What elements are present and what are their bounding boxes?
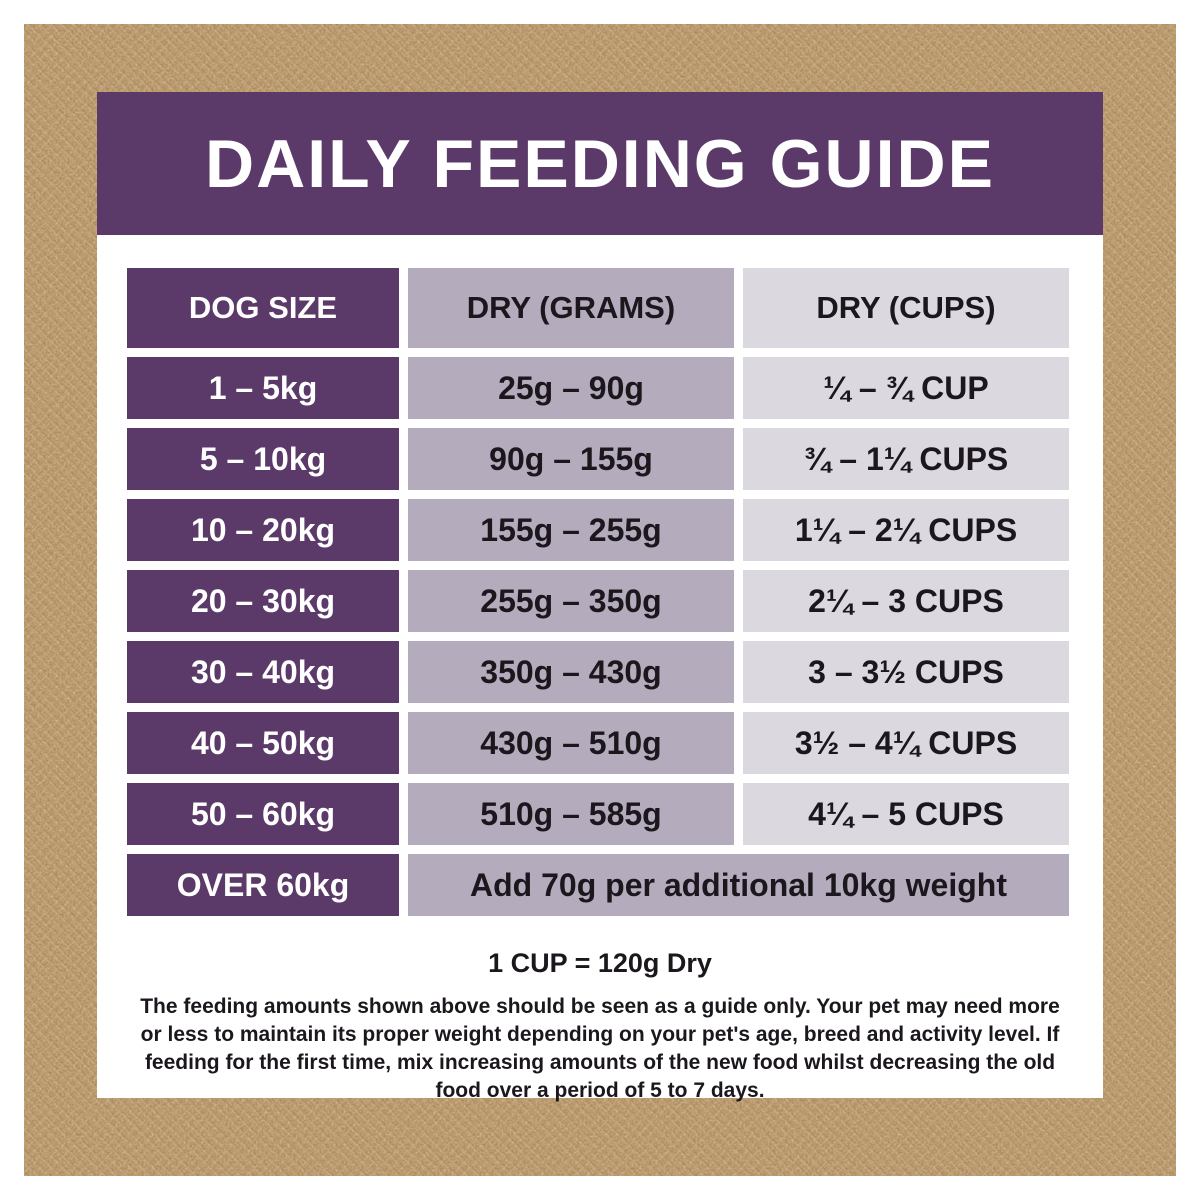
col-header-dry-cups: DRY (CUPS): [743, 268, 1069, 348]
size-cell: 5 – 10kg: [127, 428, 399, 490]
grams-cell: 255g – 350g: [408, 570, 734, 632]
feeding-table: DOG SIZE DRY (GRAMS) DRY (CUPS) 1 – 5kg …: [127, 268, 1069, 916]
size-cell: 50 – 60kg: [127, 783, 399, 845]
size-cell: 30 – 40kg: [127, 641, 399, 703]
col-header-dry-grams: DRY (GRAMS): [408, 268, 734, 348]
cups-cell: ¾ – 1¼ CUPS: [743, 428, 1069, 490]
grams-cell: 510g – 585g: [408, 783, 734, 845]
cups-cell: 4¼ – 5 CUPS: [743, 783, 1069, 845]
grams-cell: 430g – 510g: [408, 712, 734, 774]
size-cell: 10 – 20kg: [127, 499, 399, 561]
cups-cell: 2¼ – 3 CUPS: [743, 570, 1069, 632]
grams-cell: 155g – 255g: [408, 499, 734, 561]
cups-cell: 1¼ – 2¼ CUPS: [743, 499, 1069, 561]
cups-cell: 3½ – 4¼ CUPS: [743, 712, 1069, 774]
grams-cell: 25g – 90g: [408, 357, 734, 419]
col-header-dog-size: DOG SIZE: [127, 268, 399, 348]
grams-cell: 90g – 155g: [408, 428, 734, 490]
size-cell: 20 – 30kg: [127, 570, 399, 632]
page-title: DAILY FEEDING GUIDE: [205, 125, 995, 202]
cups-cell: ¼ – ¾ CUP: [743, 357, 1069, 419]
header-bar: DAILY FEEDING GUIDE: [97, 92, 1103, 235]
size-cell-over-60kg: OVER 60kg: [127, 854, 399, 916]
size-cell: 1 – 5kg: [127, 357, 399, 419]
footnote: 1 CUP = 120g Dry The feeding amounts sho…: [97, 948, 1103, 1105]
disclaimer-text: The feeding amounts shown above should b…: [140, 995, 1060, 1102]
grams-cell: 350g – 430g: [408, 641, 734, 703]
additional-weight-note-cell: Add 70g per additional 10kg weight: [408, 854, 1069, 916]
white-panel: DAILY FEEDING GUIDE DOG SIZE DRY (GRAMS)…: [97, 92, 1103, 1102]
cups-cell: 3 – 3½ CUPS: [743, 641, 1069, 703]
cup-equivalence-text: 1 CUP = 120g Dry: [488, 948, 712, 978]
size-cell: 40 – 50kg: [127, 712, 399, 774]
